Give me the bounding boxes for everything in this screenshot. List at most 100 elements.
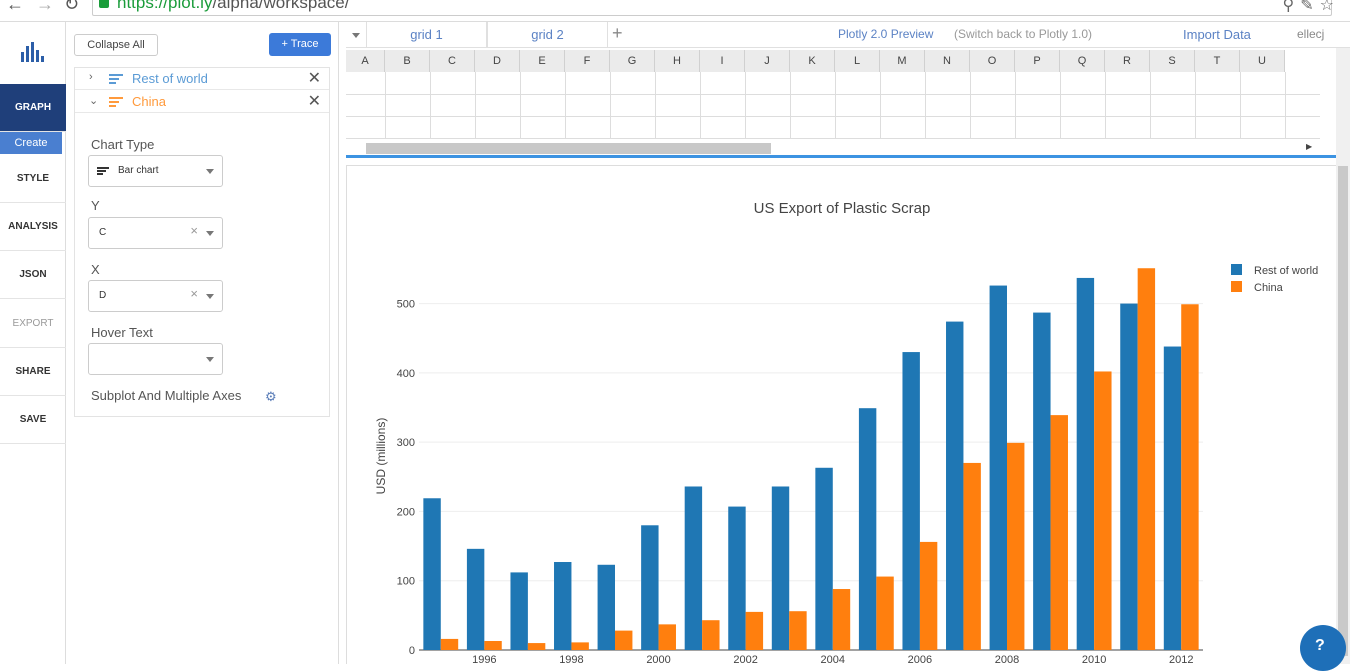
x-tick-label: 2002 bbox=[733, 654, 757, 665]
nav-share[interactable]: SHARE bbox=[0, 348, 66, 396]
trace-row-rest-of-world[interactable]: › Rest of world ✕ bbox=[75, 68, 329, 90]
gear-icon[interactable]: ⚙ bbox=[265, 389, 277, 404]
tab-grid-1[interactable]: grid 1 bbox=[366, 22, 487, 48]
grid-chart-divider[interactable] bbox=[346, 155, 1336, 158]
nav-export[interactable]: EXPORT bbox=[0, 300, 66, 348]
preview-link[interactable]: Plotly 2.0 Preview bbox=[838, 27, 934, 41]
left-nav: GRAPH Create STYLE ANALYSIS JSON EXPORT … bbox=[0, 22, 66, 664]
bar-chart-icon bbox=[97, 167, 109, 175]
cell-divider bbox=[1150, 72, 1151, 138]
column-header-h[interactable]: H bbox=[655, 50, 700, 72]
vertical-scrollbar[interactable] bbox=[1336, 48, 1350, 664]
nav-create[interactable]: Create bbox=[0, 132, 62, 154]
column-header-d[interactable]: D bbox=[475, 50, 520, 72]
legend-label: China bbox=[1254, 282, 1284, 294]
cell-divider bbox=[1285, 72, 1286, 138]
collapse-all-button[interactable]: Collapse All bbox=[74, 34, 158, 56]
scroll-thumb[interactable] bbox=[366, 143, 771, 154]
lock-icon bbox=[99, 0, 109, 8]
x-select[interactable]: D × bbox=[88, 280, 223, 312]
nav-style[interactable]: STYLE bbox=[0, 155, 66, 203]
bar-rest-of-world bbox=[771, 486, 790, 650]
column-header-p[interactable]: P bbox=[1015, 50, 1060, 72]
cell-divider bbox=[1015, 72, 1016, 138]
caret-down-icon bbox=[206, 231, 214, 236]
bar-rest-of-world bbox=[858, 408, 877, 650]
column-header-g[interactable]: G bbox=[610, 50, 655, 72]
bar-rest-of-world bbox=[510, 572, 528, 650]
column-header-s[interactable]: S bbox=[1150, 50, 1195, 72]
caret-down-icon[interactable] bbox=[352, 33, 360, 38]
browser-actions[interactable]: ⚲✎☆ bbox=[1282, 0, 1340, 14]
help-button[interactable]: ? bbox=[1300, 625, 1346, 671]
trace-name: Rest of world bbox=[132, 71, 208, 86]
column-header-j[interactable]: J bbox=[745, 50, 790, 72]
cell-divider bbox=[610, 72, 611, 138]
chevron-down-icon[interactable]: ⌄ bbox=[89, 95, 99, 107]
column-header-l[interactable]: L bbox=[835, 50, 880, 72]
column-header-i[interactable]: I bbox=[700, 50, 745, 72]
column-header-f[interactable]: F bbox=[565, 50, 610, 72]
trace-row-china[interactable]: ⌄ China ✕ bbox=[75, 91, 329, 113]
bar-rest-of-world bbox=[554, 562, 572, 650]
bar-china bbox=[527, 643, 546, 650]
import-data-link[interactable]: Import Data bbox=[1183, 27, 1251, 42]
help-icon: ? bbox=[1315, 637, 1325, 654]
hover-text-select[interactable] bbox=[88, 343, 223, 375]
x-tick-label: 2010 bbox=[1082, 654, 1106, 665]
reload-icon[interactable]: ↻ bbox=[64, 0, 80, 14]
add-trace-button[interactable]: + Trace bbox=[269, 33, 331, 56]
column-header-q[interactable]: Q bbox=[1060, 50, 1105, 72]
user-name[interactable]: ellecj bbox=[1297, 27, 1325, 41]
cell-divider bbox=[1240, 72, 1241, 138]
column-header-b[interactable]: B bbox=[385, 50, 430, 72]
back-icon[interactable]: ← bbox=[6, 0, 24, 14]
nav-json[interactable]: JSON bbox=[0, 251, 66, 299]
forward-icon[interactable]: → bbox=[36, 0, 54, 14]
delete-trace-icon[interactable]: ✕ bbox=[307, 93, 321, 110]
column-header-o[interactable]: O bbox=[970, 50, 1015, 72]
horizontal-scrollbar[interactable]: ▶ bbox=[346, 140, 1320, 154]
column-header-u[interactable]: U bbox=[1240, 50, 1285, 72]
bar-rest-of-world bbox=[902, 352, 920, 650]
y-value: C bbox=[99, 227, 107, 238]
column-header-m[interactable]: M bbox=[880, 50, 925, 72]
chart-type-label: Chart Type bbox=[91, 137, 155, 152]
chevron-right-icon[interactable]: › bbox=[89, 71, 93, 83]
cell-divider bbox=[1060, 72, 1061, 138]
column-header-n[interactable]: N bbox=[925, 50, 970, 72]
column-header-r[interactable]: R bbox=[1105, 50, 1150, 72]
chart-type-select[interactable]: Bar chart bbox=[88, 155, 223, 187]
delete-trace-icon[interactable]: ✕ bbox=[307, 70, 321, 87]
add-grid-icon[interactable]: + bbox=[612, 23, 623, 43]
y-select[interactable]: C × bbox=[88, 217, 223, 249]
cell-divider bbox=[520, 72, 521, 138]
column-header-c[interactable]: C bbox=[430, 50, 475, 72]
address-bar[interactable]: https://plot.ly/alpha/workspace/ bbox=[92, 0, 1332, 16]
column-header-k[interactable]: K bbox=[790, 50, 835, 72]
scroll-right-icon[interactable]: ▶ bbox=[1306, 142, 1313, 151]
nav-analysis[interactable]: ANALYSIS bbox=[0, 203, 66, 251]
column-header-t[interactable]: T bbox=[1195, 50, 1240, 72]
column-header-a[interactable]: A bbox=[346, 50, 385, 72]
y-tick-label: 0 bbox=[409, 645, 415, 657]
row-divider bbox=[346, 94, 1320, 95]
scroll-thumb[interactable] bbox=[1338, 166, 1348, 656]
nav-graph[interactable]: GRAPH bbox=[0, 84, 66, 132]
cell-divider bbox=[1105, 72, 1106, 138]
hover-text-label: Hover Text bbox=[91, 325, 153, 340]
nav-save[interactable]: SAVE bbox=[0, 396, 66, 444]
grid-area: grid 1 grid 2 + Plotly 2.0 Preview (Swit… bbox=[346, 22, 1350, 158]
plotly-logo-icon[interactable] bbox=[19, 42, 45, 62]
bar-china bbox=[440, 638, 459, 650]
x-tick-label: 1996 bbox=[472, 654, 496, 665]
tab-grid-2[interactable]: grid 2 bbox=[487, 22, 608, 48]
clear-icon[interactable]: × bbox=[190, 223, 198, 238]
column-header-e[interactable]: E bbox=[520, 50, 565, 72]
bar-rest-of-world bbox=[684, 486, 703, 650]
bar-rest-of-world bbox=[1033, 312, 1051, 650]
y-tick-label: 100 bbox=[397, 576, 415, 588]
clear-icon[interactable]: × bbox=[190, 286, 198, 301]
bar-rest-of-world bbox=[1163, 346, 1182, 650]
switch-back-link[interactable]: (Switch back to Plotly 1.0) bbox=[954, 27, 1093, 41]
